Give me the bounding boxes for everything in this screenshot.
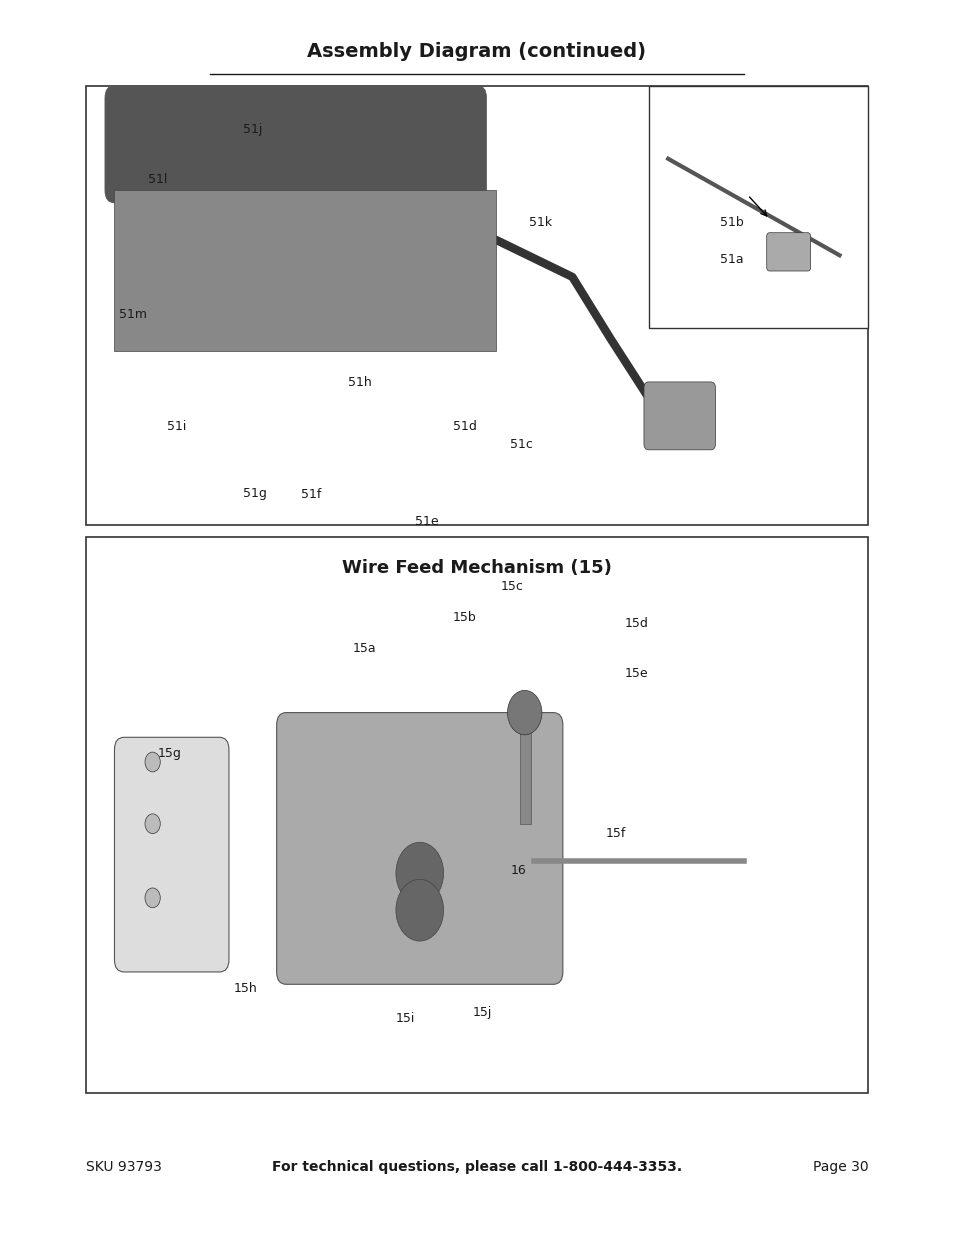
- Text: 15a: 15a: [353, 642, 376, 655]
- Text: For technical questions, please call 1-800-444-3353.: For technical questions, please call 1-8…: [272, 1160, 681, 1174]
- Bar: [86, 86, 867, 525]
- FancyBboxPatch shape: [114, 737, 229, 972]
- Text: 15d: 15d: [624, 618, 648, 630]
- Text: 51i: 51i: [167, 420, 186, 432]
- Text: Page 30: Page 30: [812, 1160, 867, 1174]
- Text: Wire Feed Mechanism (15): Wire Feed Mechanism (15): [342, 559, 611, 577]
- Text: 15b: 15b: [453, 611, 476, 624]
- Text: 15g: 15g: [157, 747, 181, 760]
- Text: 51m: 51m: [119, 309, 147, 321]
- Text: 51e: 51e: [415, 515, 438, 527]
- FancyBboxPatch shape: [766, 232, 810, 270]
- Text: 15j: 15j: [472, 1007, 491, 1019]
- Text: 15f: 15f: [605, 827, 625, 840]
- Text: 15i: 15i: [395, 1013, 415, 1025]
- Text: 15h: 15h: [233, 982, 257, 994]
- Text: 51c: 51c: [510, 438, 533, 451]
- Circle shape: [145, 888, 160, 908]
- Circle shape: [395, 879, 443, 941]
- Circle shape: [395, 842, 443, 904]
- Text: 51a: 51a: [720, 253, 743, 266]
- Circle shape: [507, 690, 541, 735]
- Text: Assembly Diagram (continued): Assembly Diagram (continued): [307, 42, 646, 62]
- Text: 51k: 51k: [529, 216, 552, 228]
- FancyBboxPatch shape: [276, 713, 562, 984]
- FancyBboxPatch shape: [643, 382, 715, 450]
- Bar: [95, 611, 858, 1081]
- Text: 15e: 15e: [624, 667, 648, 679]
- Text: 51l: 51l: [148, 173, 167, 185]
- Bar: [95, 99, 642, 513]
- Text: SKU 93793: SKU 93793: [86, 1160, 162, 1174]
- Text: 16: 16: [510, 864, 526, 877]
- Text: 51d: 51d: [453, 420, 476, 432]
- Bar: [86, 537, 867, 1093]
- Text: 51g: 51g: [243, 488, 267, 500]
- Bar: [114, 190, 496, 351]
- Bar: [519, 700, 531, 824]
- Text: 51h: 51h: [348, 377, 372, 389]
- FancyBboxPatch shape: [105, 85, 486, 203]
- Text: 51j: 51j: [243, 124, 262, 136]
- Text: 51f: 51f: [300, 488, 320, 500]
- Bar: [648, 86, 867, 327]
- Circle shape: [145, 814, 160, 834]
- Text: 15c: 15c: [500, 580, 523, 593]
- Text: 51b: 51b: [720, 216, 743, 228]
- Circle shape: [145, 752, 160, 772]
